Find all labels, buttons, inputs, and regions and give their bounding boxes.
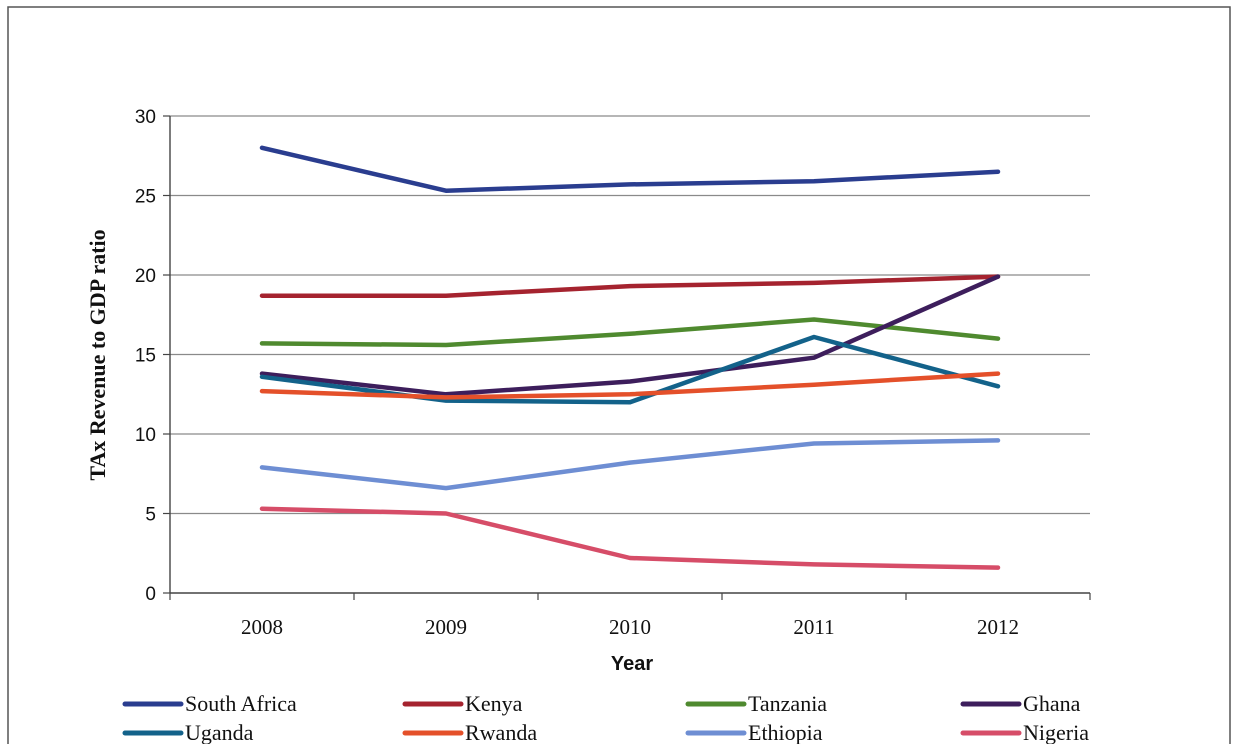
y-tick-label: 10 (135, 425, 156, 446)
series-line-ethiopia (259, 438, 1001, 491)
legend-label-rwanda: Rwanda (465, 720, 537, 744)
axes (163, 115, 1091, 600)
series-lines (259, 145, 1001, 570)
x-tick-label: 2009 (425, 615, 467, 639)
legend-label-south-africa: South Africa (185, 691, 297, 716)
series-line-tanzania (259, 317, 1001, 348)
grid-lines (170, 115, 1090, 515)
series-line-rwanda (259, 371, 1001, 400)
x-tick-label: 2010 (609, 615, 651, 639)
legend-label-nigeria: Nigeria (1023, 720, 1089, 744)
y-tick-label: 15 (135, 346, 156, 367)
series-line-uganda (259, 334, 1001, 405)
legend: South Africa Kenya Tanzania Ghana Uganda Rwan… (122, 691, 1089, 745)
y-tick-label: 20 (135, 266, 156, 287)
chart-border (7, 6, 1231, 749)
x-tick-label: 2011 (793, 615, 834, 639)
legend-label-tanzania: Tanzania (748, 691, 827, 716)
legend-label-kenya: Kenya (465, 691, 523, 716)
series-line-nigeria (259, 506, 1001, 570)
legend-label-ghana: Ghana (1023, 691, 1081, 716)
tick-labels: 0 5 10 15 20 25 30 2008 2009 2010 2011 2012 (135, 107, 1019, 639)
series-line-south-africa (259, 145, 1001, 193)
series-line-kenya (259, 274, 1001, 298)
x-tick-label: 2008 (241, 615, 283, 639)
y-tick-label: 30 (135, 107, 156, 128)
y-tick-label: 25 (135, 187, 156, 208)
series-line-ghana (259, 274, 1001, 397)
y-axis-title: TAx Revenue to GDP ratio (85, 229, 110, 480)
x-axis-title: Year (611, 653, 653, 675)
legend-label-uganda: Uganda (185, 720, 254, 744)
y-tick-label: 5 (145, 505, 156, 526)
x-tick-label: 2012 (977, 615, 1019, 639)
y-tick-label: 0 (145, 584, 156, 605)
legend-label-ethiopia: Ethiopia (748, 720, 823, 744)
